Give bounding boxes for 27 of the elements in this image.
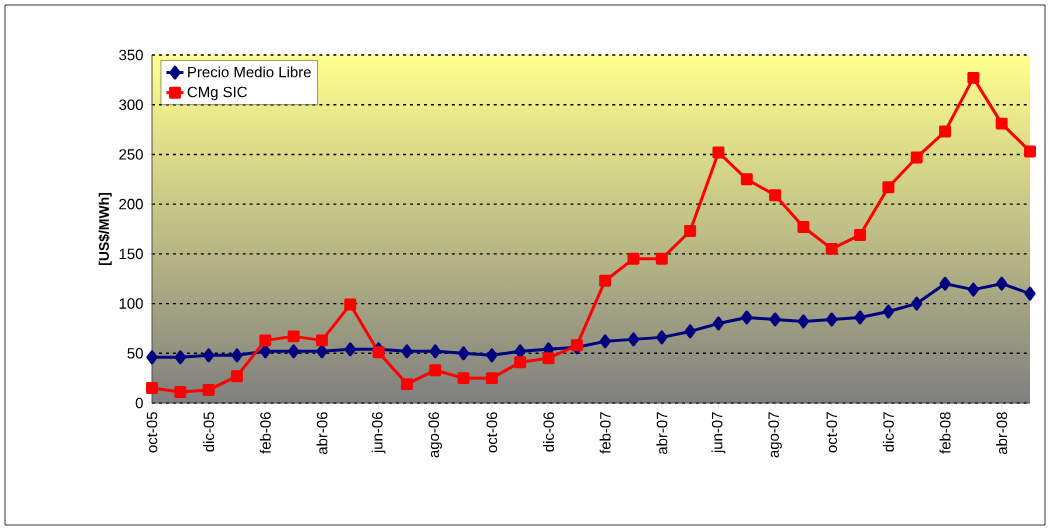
y-tick-label: 100 <box>119 298 143 309</box>
y-tick-label: 350 <box>119 49 143 61</box>
y-tick-label: 0 <box>135 397 143 409</box>
x-tick-label: feb-06 <box>259 412 271 454</box>
x-tick-label: jun-07 <box>711 412 726 454</box>
x-tick-label: dic-05 <box>203 412 215 452</box>
x-tick-label: feb-08 <box>939 412 951 454</box>
x-tick-label: oct-05 <box>146 412 158 453</box>
x-tick-label: abr-06 <box>316 412 328 455</box>
y-tick-label: 200 <box>119 198 143 210</box>
x-tick-label: dic-06 <box>543 412 554 452</box>
y-tick-label: 50 <box>127 347 143 359</box>
x-tick-label: feb-07 <box>599 412 611 454</box>
x-tick-label: oct-06 <box>486 412 498 453</box>
x-tick-label: abr-07 <box>656 412 668 455</box>
x-tick-label: dic-07 <box>882 412 894 452</box>
x-tick-label: ago-07 <box>768 412 782 458</box>
x-tick-label: oct-07 <box>826 412 838 453</box>
y-tick-label: 300 <box>119 99 143 110</box>
y-axis-title: [US$/MWh] <box>98 192 112 266</box>
x-tick-label: jun-06 <box>371 412 386 454</box>
legend-label: Precio Medio Libre <box>188 66 311 78</box>
legend-label: CMg SIC <box>187 86 247 101</box>
y-tick-label: 150 <box>119 248 143 260</box>
x-tick-label: ago-06 <box>428 412 442 458</box>
y-tick-label: 250 <box>119 149 143 160</box>
x-tick-label: abr-08 <box>996 412 1008 455</box>
